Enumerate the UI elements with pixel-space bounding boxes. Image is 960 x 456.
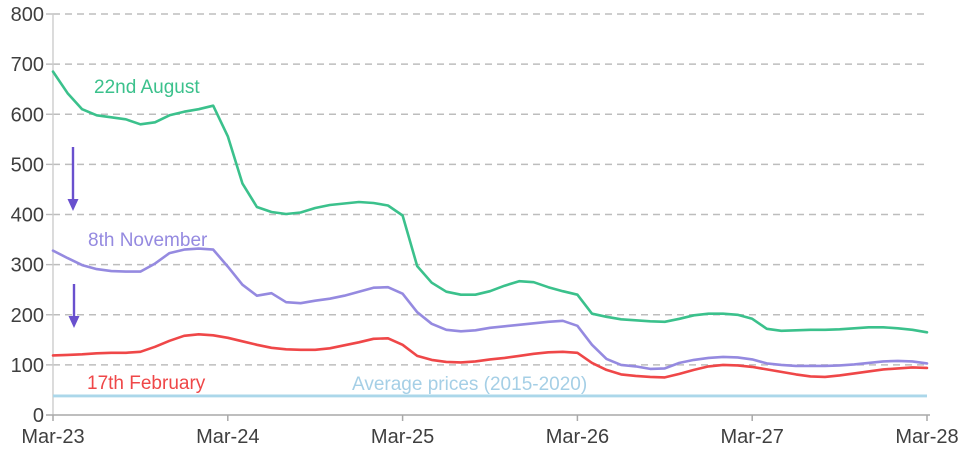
label-17th-february: 17th February	[87, 373, 206, 394]
y-axis-label: 400	[11, 205, 44, 227]
series-line-17th-february	[51, 332, 929, 379]
series-line-8th-november	[51, 247, 929, 371]
x-axis-label: Mar-26	[546, 426, 609, 448]
decline-arrow-bottom-icon	[68, 284, 80, 328]
y-axis-label: 600	[11, 104, 44, 126]
y-axis-label: 800	[11, 4, 44, 26]
label-average-prices: Average prices (2015-2020)	[352, 374, 587, 395]
y-axis-label: 500	[11, 154, 44, 176]
y-axis-label: 300	[11, 255, 44, 277]
y-axis-label: 100	[11, 355, 44, 377]
x-axis-label: Mar-24	[196, 426, 259, 448]
y-axis-label: 0	[33, 405, 44, 427]
x-axis-label: Mar-28	[895, 426, 958, 448]
label-8th-november: 8th November	[88, 230, 208, 251]
series-line-22nd-august	[51, 70, 929, 334]
label-22nd-august: 22nd August	[94, 77, 200, 98]
y-axis-label: 200	[11, 305, 44, 327]
x-axis-label: Mar-25	[371, 426, 434, 448]
decline-arrow-top-icon	[67, 147, 79, 211]
x-axis-label: Mar-23	[21, 426, 84, 448]
x-axis-label: Mar-27	[721, 426, 784, 448]
y-axis-label: 700	[11, 54, 44, 76]
